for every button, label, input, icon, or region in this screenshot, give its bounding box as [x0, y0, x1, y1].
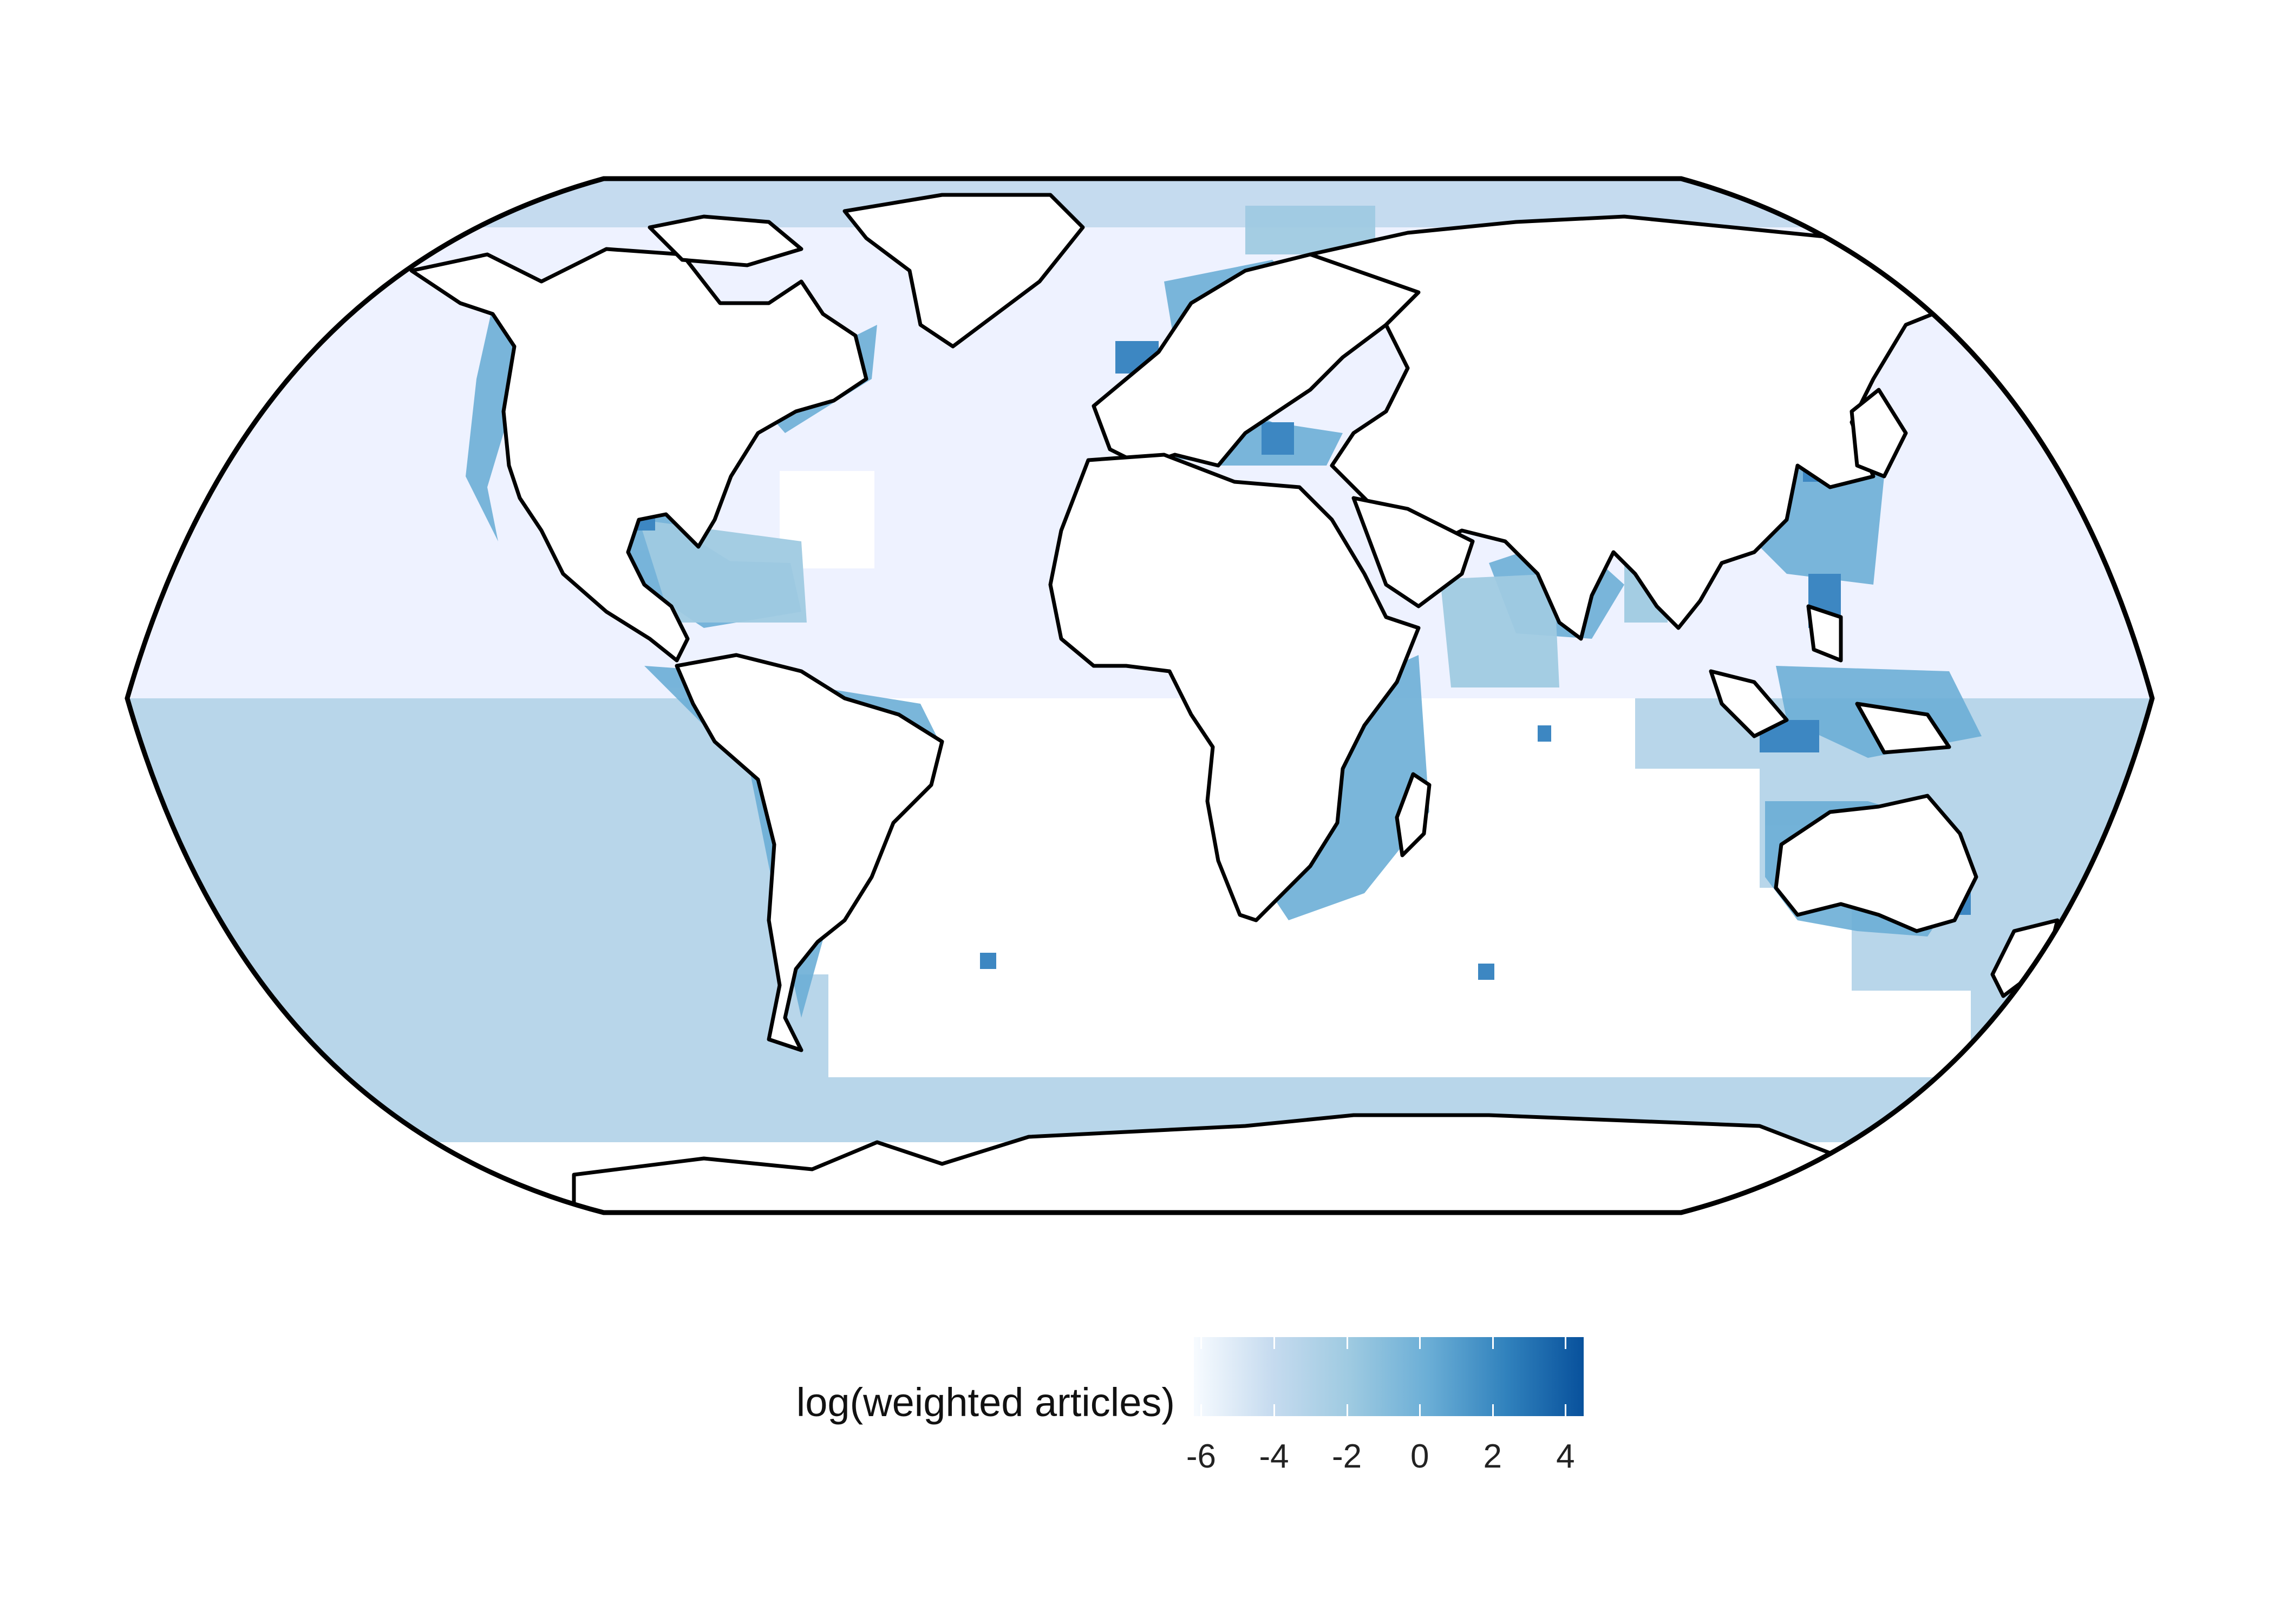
madagascar [1395, 772, 1432, 857]
legend-tick-label: -4 [1259, 1438, 1289, 1475]
legend-colorbar [1194, 1337, 1584, 1416]
legend-tick-mark [1565, 1404, 1567, 1416]
south-atlantic-indian-white [796, 698, 1971, 1077]
legend-tick-mark [1346, 1337, 1348, 1349]
legend-tick-mark [1200, 1404, 1203, 1416]
map-frame [125, 176, 2155, 1215]
canadian-islands [648, 214, 803, 267]
legend-tick-mark [1419, 1337, 1421, 1349]
legend-tick-mark [1273, 1404, 1276, 1416]
legend-tick-mark [1565, 1337, 1567, 1349]
legend-tick-label: 0 [1410, 1438, 1429, 1475]
legend-tick-mark [1492, 1337, 1494, 1349]
africa [1048, 453, 1421, 922]
legend-tick-label: -6 [1186, 1438, 1217, 1475]
legend-title: log(weighted articles) [796, 1380, 1175, 1425]
legend-tick-mark [1346, 1404, 1348, 1416]
land-masses [409, 193, 2060, 1213]
legend-tick-mark [1419, 1404, 1421, 1416]
australia [1774, 794, 1978, 933]
japan [1850, 388, 1908, 479]
arabia [1351, 496, 1475, 608]
map-area [127, 179, 2152, 1213]
legend-tick-label: -2 [1332, 1438, 1362, 1475]
legend-tick-label: 4 [1556, 1438, 1575, 1475]
legend-tick-mark [1200, 1337, 1203, 1349]
southeast-asia-islands [1709, 604, 1951, 755]
legend-gradient [1194, 1337, 1584, 1416]
legend-tick-label: 2 [1483, 1438, 1502, 1475]
legend-tick-mark [1273, 1337, 1276, 1349]
greenland [842, 193, 1085, 349]
arctic-ocean-band [127, 179, 2152, 227]
south-america [675, 653, 944, 1052]
north-america [409, 247, 868, 663]
legend-tick-mark [1492, 1404, 1494, 1416]
